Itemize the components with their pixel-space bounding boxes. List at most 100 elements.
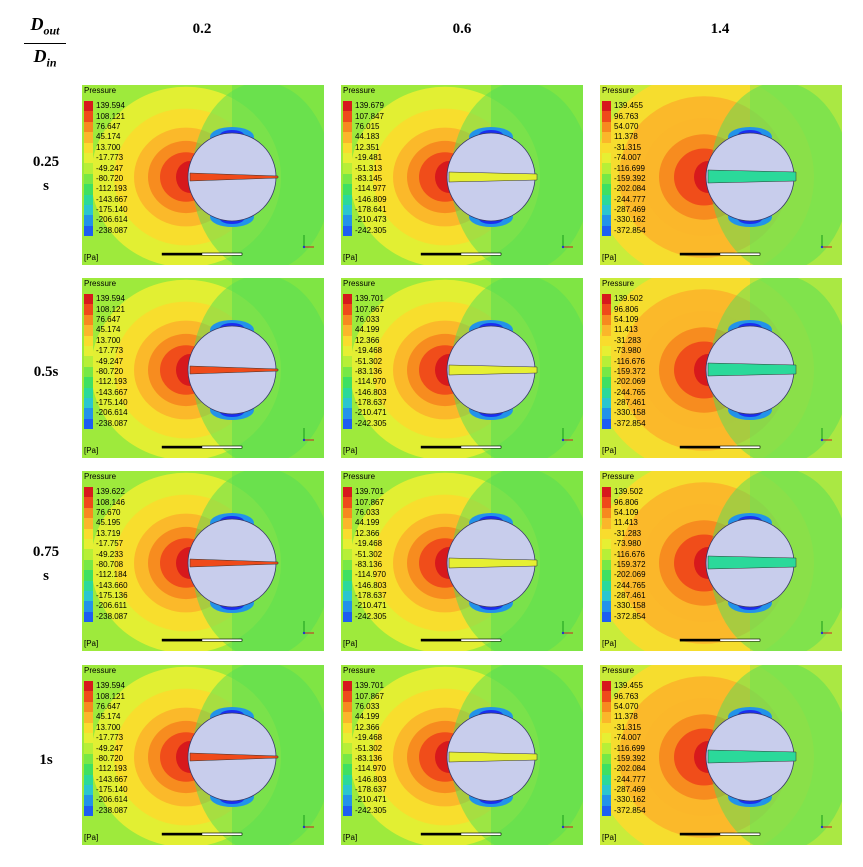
legend-row: -242.305	[343, 418, 387, 430]
legend-row: -175.136	[84, 590, 128, 602]
legend-swatch	[84, 215, 93, 226]
legend-value: 13.700	[96, 722, 121, 732]
legend-row: -372.854	[602, 805, 646, 817]
axis-triad	[820, 631, 824, 635]
legend-row: 54.070	[602, 121, 646, 133]
legend-value: -159.372	[614, 559, 646, 569]
legend-row: -159.372	[602, 559, 646, 571]
legend-value: -242.305	[355, 225, 387, 235]
legend-swatch	[343, 121, 352, 133]
scale-bar	[420, 638, 502, 642]
legend-swatch	[84, 559, 93, 571]
axis-triad	[820, 825, 824, 829]
legend-value: -112.193	[96, 377, 127, 387]
internal-channel	[707, 749, 797, 764]
legend-row: 45.174	[84, 132, 128, 143]
legend-value: -114.970	[355, 570, 386, 580]
scale-bar	[420, 252, 502, 256]
legend-value: -159.372	[614, 366, 646, 376]
legend-row: 76.033	[343, 701, 387, 713]
pressure-field	[600, 278, 842, 458]
legend-row: -210.471	[343, 408, 387, 419]
legend-swatch	[602, 753, 611, 765]
legend-swatch	[343, 335, 352, 346]
pressure-legend: 139.594 108.121 76.647 45.174 13.700 -17.773-…	[84, 681, 128, 817]
legend-swatch	[84, 345, 93, 357]
legend-swatch	[84, 570, 93, 581]
legend-row: -49.247	[84, 163, 128, 174]
legend-swatch	[343, 691, 352, 702]
unit-label: [Pa]	[84, 446, 99, 455]
legend-row: 139.455	[602, 681, 646, 692]
legend-row: -19.468	[343, 538, 387, 550]
legend-value: 12.366	[355, 335, 380, 345]
legend-row: -244.777	[602, 194, 646, 205]
legend-row: -202.084	[602, 184, 646, 195]
legend-value: 76.033	[355, 314, 380, 324]
legend-row: -73.980	[602, 345, 646, 357]
legend-swatch	[602, 691, 611, 702]
legend-row: -372.854	[602, 418, 646, 430]
pressure-field	[600, 471, 842, 651]
legend-swatch	[343, 101, 352, 112]
legend-value: -330.158	[614, 601, 646, 611]
row-header-line: s	[43, 178, 49, 194]
pressure-field	[341, 471, 583, 651]
contour-panel-r1c1: Pressure 139.594 108.121 76.647 45.174 13.700…	[82, 85, 324, 265]
unit-label: [Pa]	[84, 253, 99, 262]
legend-row: 108.121	[84, 111, 128, 122]
legend-value: -74.007	[614, 733, 642, 743]
legend-value: -238.087	[96, 418, 128, 428]
internal-channel	[189, 172, 279, 182]
legend-row: -206.614	[84, 408, 128, 419]
legend-row: 139.502	[602, 294, 646, 305]
legend-row: -17.773	[84, 152, 128, 164]
legend-row: -31.283	[602, 335, 646, 346]
legend-row: -206.611	[84, 601, 128, 612]
pressure-legend: 139.701 107.867 76.033 44.199 12.366 -19.468-…	[343, 681, 387, 817]
legend-swatch	[84, 314, 93, 326]
row-header-3: 0.75 s	[18, 540, 74, 588]
column-header-3: 1.4	[710, 21, 730, 37]
legend-value: -49.247	[96, 356, 124, 366]
legend-swatch	[602, 681, 611, 692]
legend-row: -330.162	[602, 215, 646, 226]
legend-value: 13.700	[96, 142, 121, 152]
legend-swatch	[602, 764, 611, 775]
legend-value: -330.162	[614, 215, 646, 225]
legend-row: -287.461	[602, 397, 646, 409]
legend-swatch	[84, 163, 93, 174]
legend-row: -31.315	[602, 722, 646, 733]
legend-value: -287.461	[614, 591, 646, 601]
ratio-denominator: Din	[33, 45, 57, 70]
legend-title: Pressure	[602, 666, 635, 675]
legend-value: -17.773	[96, 153, 124, 163]
legend-row: 13.700	[84, 142, 128, 153]
legend-row: -244.777	[602, 774, 646, 785]
legend-swatch	[602, 507, 611, 519]
pressure-legend: 139.594 108.121 76.647 45.174 13.700 -17.773-…	[84, 294, 128, 430]
legend-swatch	[343, 538, 352, 550]
legend-value: 139.502	[614, 294, 643, 304]
legend-value: -242.305	[355, 418, 387, 428]
row-header-line: s	[43, 568, 49, 584]
legend-title: Pressure	[343, 86, 376, 95]
legend-swatch	[343, 732, 352, 744]
legend-swatch	[602, 163, 611, 174]
scale-bar	[679, 252, 761, 256]
legend-value: 45.195	[96, 518, 121, 528]
legend-swatch	[84, 701, 93, 713]
pressure-legend: 139.502 96.806 54.109 11.413 -31.283 -73.980-…	[602, 294, 646, 430]
legend-row: -159.392	[602, 753, 646, 765]
legend-value: 107.867	[355, 691, 384, 701]
legend-swatch	[84, 538, 93, 550]
pressure-field	[341, 278, 583, 458]
legend-value: -287.469	[614, 205, 646, 215]
pressure-legend: 139.455 96.763 54.070 11.378 -31.315 -74.007-…	[602, 101, 646, 237]
legend-swatch	[84, 784, 93, 796]
legend-value: 108.121	[96, 691, 125, 701]
legend-row: 76.647	[84, 701, 128, 713]
legend-swatch	[84, 132, 93, 143]
legend-swatch	[602, 580, 611, 591]
legend-value: -49.233	[96, 549, 124, 559]
